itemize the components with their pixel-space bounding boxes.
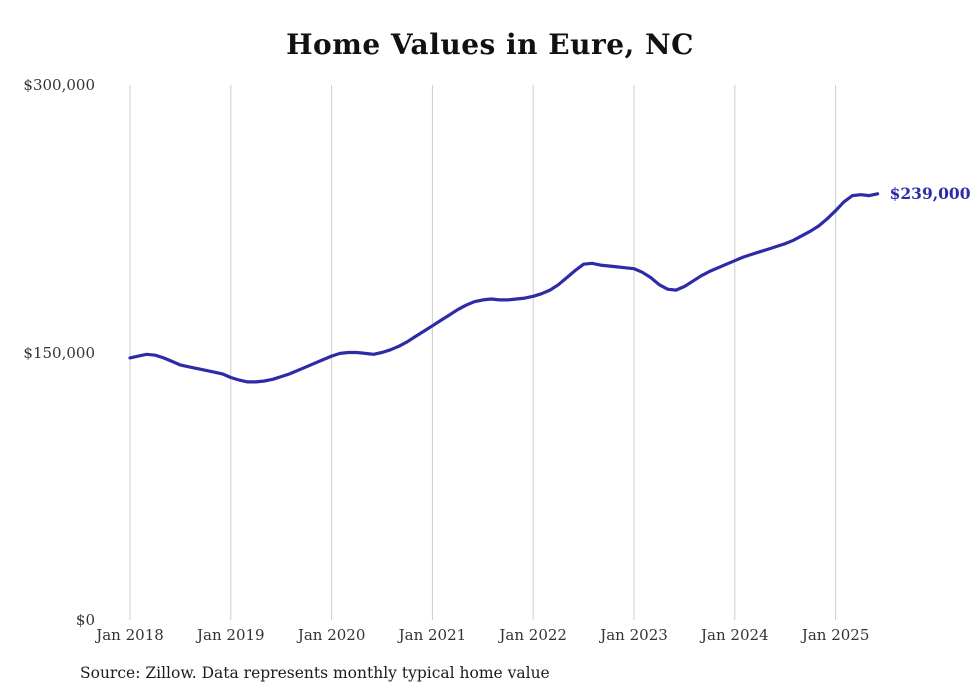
chart-title: Home Values in Eure, NC	[286, 28, 694, 61]
x-tick-label: Jan 2025	[801, 626, 870, 644]
y-tick-label: $0	[75, 611, 95, 629]
x-tick-label: Jan 2022	[499, 626, 567, 644]
value-line	[128, 192, 880, 384]
x-tick-label: Jan 2020	[297, 626, 366, 644]
x-tick-label: Jan 2019	[197, 626, 265, 644]
y-tick-label: $150,000	[23, 343, 95, 362]
y-tick-label: $300,000	[23, 76, 95, 94]
x-tick-label: Jan 2024	[701, 626, 769, 644]
end-value-label: $239,000	[889, 183, 971, 203]
source-note: Source: Zillow. Data represents monthly …	[80, 664, 550, 682]
x-tick-label: Jan 2018	[96, 626, 164, 644]
x-tick-label: Jan 2023	[600, 626, 668, 644]
x-tick-label: Jan 2021	[398, 626, 467, 644]
